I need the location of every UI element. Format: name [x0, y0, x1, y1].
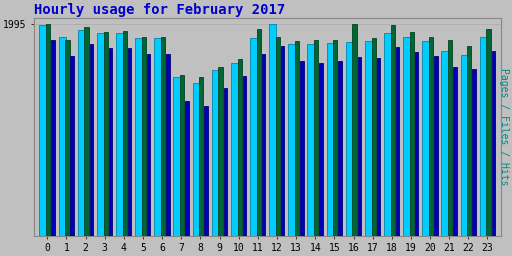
Bar [352, 24, 356, 236]
Bar [142, 37, 146, 236]
Bar [243, 76, 246, 236]
Bar [51, 40, 55, 236]
Bar [231, 62, 238, 236]
Bar [199, 77, 203, 236]
Bar [262, 54, 265, 236]
Bar [403, 37, 410, 236]
Bar [441, 51, 449, 236]
Bar [377, 58, 380, 236]
Bar [434, 56, 438, 236]
Bar [97, 33, 104, 236]
Bar [269, 24, 276, 236]
Bar [116, 33, 123, 236]
Bar [429, 37, 433, 236]
Bar [473, 69, 476, 236]
Y-axis label: Pages / Files / Hits: Pages / Files / Hits [499, 68, 509, 186]
Bar [357, 57, 361, 236]
Bar [384, 33, 391, 236]
Bar [415, 52, 418, 236]
Bar [185, 101, 189, 236]
Bar [448, 40, 452, 236]
Bar [372, 38, 376, 236]
Bar [391, 25, 395, 236]
Bar [90, 45, 93, 236]
Bar [84, 27, 89, 236]
Bar [103, 32, 108, 236]
Bar [460, 55, 468, 236]
Bar [410, 32, 414, 236]
Bar [204, 106, 208, 236]
Bar [365, 41, 372, 236]
Bar [453, 67, 457, 236]
Bar [281, 46, 285, 236]
Bar [193, 83, 200, 236]
Bar [467, 46, 472, 236]
Bar [128, 48, 132, 236]
Bar [250, 38, 257, 236]
Bar [123, 31, 127, 236]
Bar [224, 88, 227, 236]
Bar [314, 40, 318, 236]
Bar [300, 61, 304, 236]
Bar [422, 41, 430, 236]
Bar [161, 37, 165, 236]
Bar [147, 54, 151, 236]
Bar [211, 70, 219, 236]
Bar [58, 37, 66, 236]
Bar [319, 62, 323, 236]
Bar [486, 29, 490, 236]
Bar [109, 48, 112, 236]
Bar [238, 59, 242, 236]
Bar [276, 37, 280, 236]
Text: Hourly usage for February 2017: Hourly usage for February 2017 [34, 3, 285, 17]
Bar [480, 37, 487, 236]
Bar [78, 30, 85, 236]
Bar [338, 61, 342, 236]
Bar [174, 77, 181, 236]
Bar [154, 38, 162, 236]
Bar [327, 44, 334, 236]
Bar [257, 29, 261, 236]
Bar [66, 40, 70, 236]
Bar [288, 45, 295, 236]
Bar [71, 56, 74, 236]
Bar [396, 47, 399, 236]
Bar [492, 51, 495, 236]
Bar [180, 75, 184, 236]
Bar [295, 41, 299, 236]
Bar [219, 67, 223, 236]
Bar [346, 42, 353, 236]
Bar [39, 25, 47, 236]
Bar [307, 45, 315, 236]
Bar [135, 38, 142, 236]
Bar [166, 54, 169, 236]
Bar [333, 40, 337, 236]
Bar [46, 24, 50, 236]
